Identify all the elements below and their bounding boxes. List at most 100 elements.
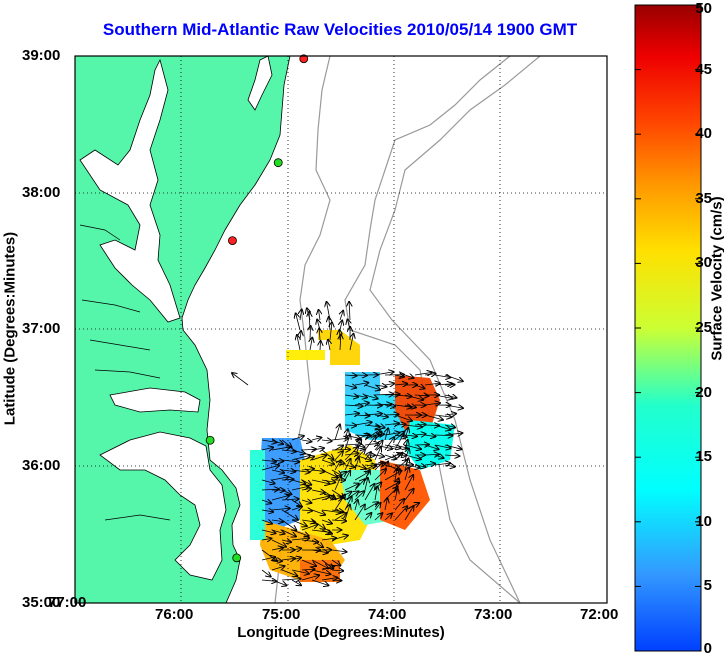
current-arrow — [394, 405, 412, 407]
current-arrow — [311, 519, 325, 529]
lon-tick-label: 76:00 — [155, 606, 194, 623]
current-arrow — [434, 415, 451, 417]
delaware-bay — [247, 56, 273, 111]
current-arrow — [331, 535, 348, 541]
current-arrow — [404, 454, 421, 459]
current-arrow — [281, 569, 297, 576]
current-arrow — [271, 477, 288, 480]
current-arrow — [374, 372, 394, 375]
current-arrow — [271, 548, 283, 550]
current-arrow — [340, 321, 342, 331]
current-arrow — [271, 520, 283, 522]
colorbar-tick-label: 50 — [695, 0, 712, 17]
lat-tick-label: 35:00 — [22, 594, 61, 611]
current-arrow — [291, 450, 305, 454]
current-arrow — [344, 385, 356, 388]
lat-tick-label: 38:00 — [22, 184, 61, 201]
current-arrow — [424, 414, 443, 420]
current-arrow — [349, 302, 350, 321]
current-arrow — [261, 538, 271, 540]
current-arrow — [374, 503, 381, 511]
current-arrow — [344, 395, 358, 397]
colorbar-tick-label: 35 — [695, 189, 712, 207]
current-arrow — [296, 313, 301, 331]
current-arrow — [374, 394, 393, 395]
current-arrow — [404, 506, 414, 521]
current-arrow — [344, 444, 361, 445]
current-arrow — [301, 479, 311, 485]
current-arrow — [301, 569, 315, 570]
current-arrow — [291, 558, 301, 560]
colorbar-tick-label: 5 — [703, 577, 712, 595]
current-arrow — [321, 520, 332, 524]
current-arrow — [394, 375, 404, 377]
current-arrow — [331, 570, 343, 571]
current-arrow — [320, 341, 321, 351]
current-arrow — [321, 469, 337, 477]
current-arrow — [281, 460, 299, 462]
current-arrow — [354, 395, 367, 397]
current-arrow — [334, 424, 340, 441]
current-arrow — [364, 465, 376, 466]
current-arrow — [281, 499, 299, 500]
bathymetry-contour-outer — [344, 56, 521, 603]
current-arrow — [291, 480, 305, 484]
current-arrow — [344, 435, 350, 451]
current-arrow — [414, 372, 432, 375]
station-marker — [273, 158, 283, 168]
current-arrow — [414, 395, 428, 396]
current-arrow — [384, 423, 399, 425]
current-arrow — [394, 445, 407, 448]
current-arrow — [374, 513, 382, 521]
current-arrow — [344, 459, 351, 471]
current-arrow — [364, 436, 376, 451]
current-arrow — [311, 509, 325, 515]
current-arrow — [334, 513, 346, 521]
current-arrow — [311, 569, 330, 574]
current-arrow — [334, 495, 345, 511]
current-arrow — [384, 433, 399, 435]
current-arrow — [331, 449, 350, 450]
current-arrow — [444, 444, 461, 449]
current-arrow — [301, 575, 319, 581]
current-arrow — [301, 540, 318, 542]
current-arrow — [261, 557, 275, 560]
lon-tick-label: 73:00 — [474, 606, 513, 623]
current-arrow — [344, 375, 356, 376]
colorbar-tick-label: 40 — [695, 125, 712, 143]
current-arrow — [344, 465, 354, 467]
current-arrow — [424, 454, 439, 455]
pamlico-sound — [99, 431, 227, 581]
current-vectors — [232, 302, 463, 586]
colorbar-tick-label: 15 — [695, 448, 712, 466]
current-arrow — [334, 460, 341, 471]
current-arrow — [311, 550, 328, 553]
current-arrow — [321, 496, 334, 500]
current-arrow — [328, 340, 330, 351]
current-arrow — [291, 470, 310, 472]
current-arrow — [414, 424, 426, 425]
current-arrow — [297, 335, 300, 351]
current-arrow — [365, 478, 368, 491]
current-arrow — [281, 540, 291, 542]
current-arrow — [444, 414, 456, 415]
current-arrow — [281, 490, 291, 494]
current-arrow — [334, 446, 343, 450]
current-arrow — [444, 395, 456, 398]
current-arrow — [374, 434, 384, 435]
current-arrow — [434, 375, 450, 377]
current-arrow — [374, 444, 392, 449]
current-arrow — [384, 445, 401, 448]
current-arrow — [394, 424, 406, 425]
current-arrow — [321, 440, 332, 441]
current-arrow — [374, 425, 385, 428]
current-arrow — [350, 334, 353, 351]
current-arrow — [311, 559, 328, 568]
current-arrow — [261, 520, 272, 524]
current-arrow — [395, 489, 398, 501]
current-arrow — [271, 460, 283, 461]
current-arrow — [261, 569, 271, 577]
current-arrow — [344, 425, 356, 426]
